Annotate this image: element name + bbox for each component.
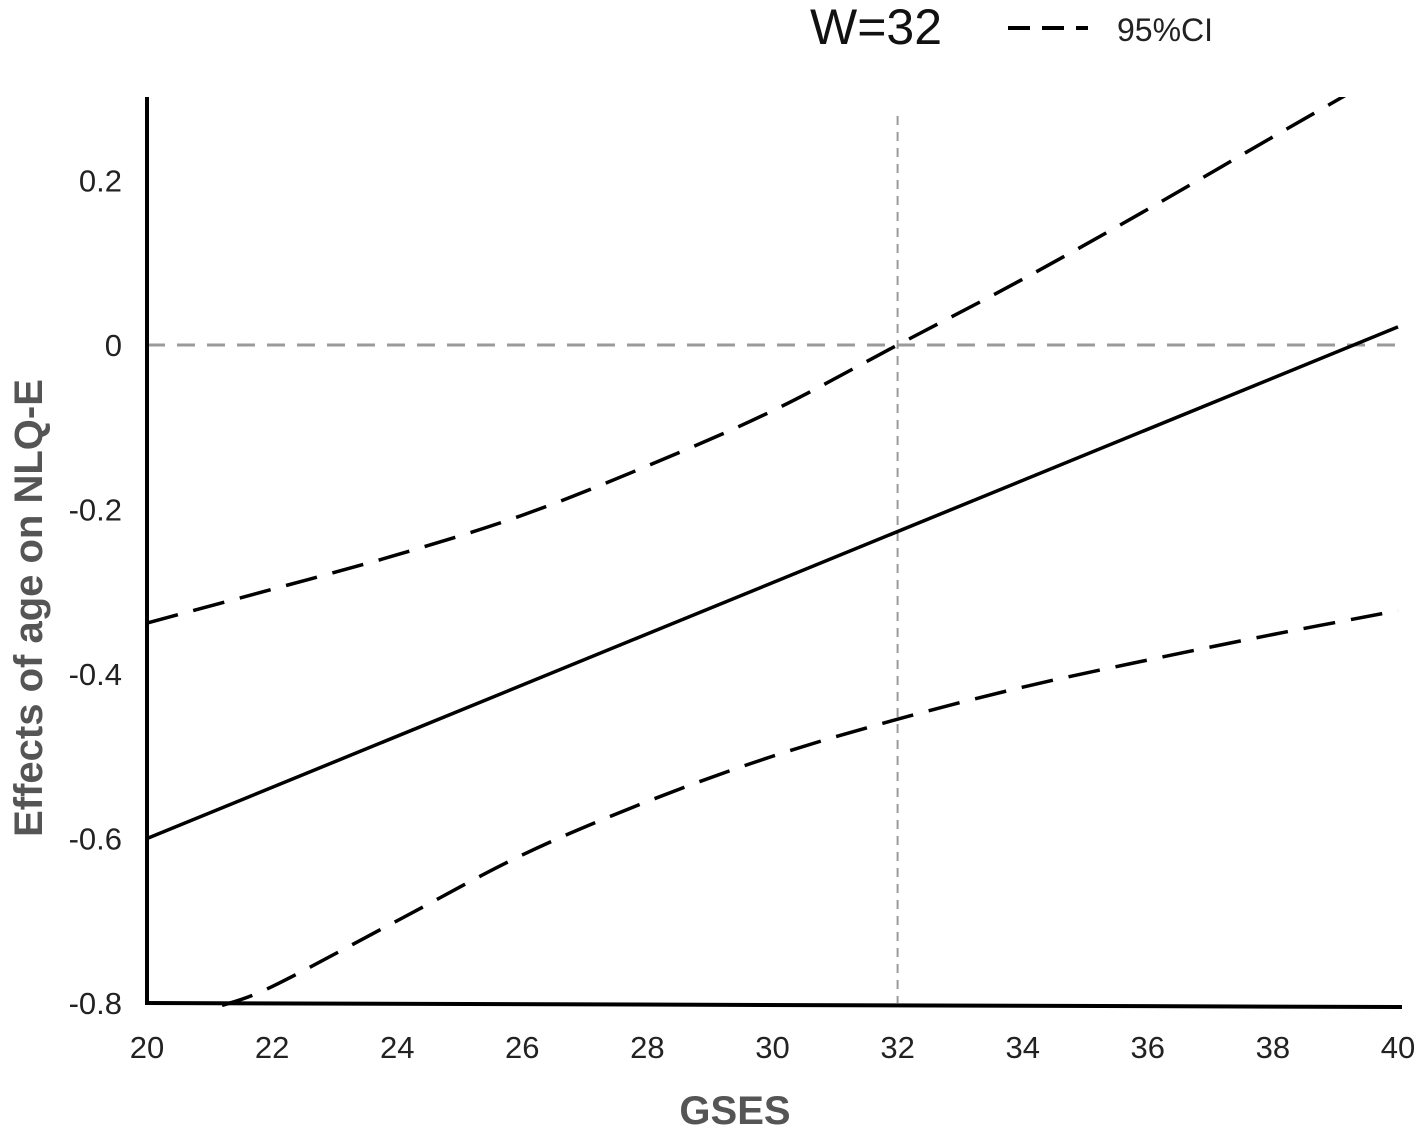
x-tick-label: 28	[630, 1030, 664, 1065]
x-tick-label: 20	[130, 1030, 164, 1065]
series-layer	[147, 97, 1399, 1007]
x-axis	[144, 1001, 1403, 1009]
y-axis-label: Effects of age on NLQ-E	[7, 379, 51, 837]
series-lower-line	[221, 608, 1399, 1007]
series-upper-line	[147, 97, 1347, 625]
y-tick-label: 0.2	[79, 164, 122, 199]
x-tick-labels: 20 22 24 26 28 30 32 34 36 38 40	[130, 1030, 1415, 1065]
y-tick-label: -0.6	[69, 822, 122, 857]
x-tick-label: 22	[255, 1030, 289, 1065]
series-effect-line	[147, 325, 1399, 841]
w-annotation: W=32	[810, 0, 942, 55]
x-tick-label: 38	[1256, 1030, 1290, 1065]
x-tick-label: 40	[1381, 1030, 1415, 1065]
legend-label: 95%CI	[1117, 12, 1213, 48]
y-tick-label: -0.4	[69, 657, 122, 692]
x-tick-label: 34	[1005, 1030, 1039, 1065]
y-tick-label: -0.2	[69, 493, 122, 528]
y-tick-label: -0.8	[69, 986, 122, 1021]
x-tick-label: 36	[1131, 1030, 1165, 1065]
x-tick-label: 30	[755, 1030, 789, 1065]
x-tick-label: 32	[880, 1030, 914, 1065]
y-tick-labels: -0.8 -0.6 -0.4 -0.2 0 0.2	[69, 164, 122, 1022]
y-tick-label: 0	[105, 328, 122, 363]
x-tick-label: 26	[505, 1030, 539, 1065]
x-tick-label: 24	[380, 1030, 414, 1065]
x-axis-label: GSES	[679, 1089, 790, 1133]
